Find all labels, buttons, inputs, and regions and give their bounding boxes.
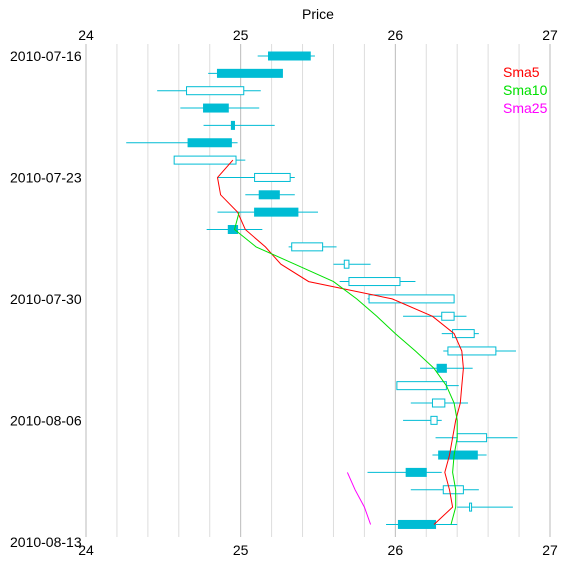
candle bbox=[396, 381, 459, 391]
candle bbox=[208, 68, 283, 78]
candle bbox=[435, 433, 518, 443]
candle-body bbox=[268, 51, 311, 61]
y-tick-label: 2010-08-13 bbox=[10, 534, 82, 550]
legend-entry-sma25: Sma25 bbox=[503, 100, 548, 116]
x-tick-labels-bottom: 24 25 26 27 bbox=[78, 542, 558, 558]
candle bbox=[173, 155, 246, 165]
candle bbox=[333, 259, 371, 269]
x-tick-label: 24 bbox=[78, 542, 94, 558]
candle-body bbox=[441, 311, 455, 321]
candle-body bbox=[368, 294, 455, 304]
moving-average-lines bbox=[216, 159, 464, 525]
candle-body bbox=[291, 242, 324, 252]
x-tick-label: 26 bbox=[388, 27, 404, 43]
candle-body bbox=[227, 225, 239, 234]
x-tick-label: 25 bbox=[233, 542, 249, 558]
candle bbox=[245, 190, 295, 200]
candle bbox=[410, 398, 469, 408]
candle bbox=[217, 172, 295, 182]
candle bbox=[403, 311, 467, 321]
candle-body bbox=[173, 155, 237, 165]
candle-body bbox=[254, 172, 291, 182]
candle-body bbox=[447, 346, 497, 356]
series-line-sma5 bbox=[216, 159, 464, 525]
legend: Sma5 Sma10 Sma25 bbox=[503, 64, 548, 116]
candle-body bbox=[442, 485, 464, 495]
x-tick-labels-top: 24 25 26 27 bbox=[78, 27, 558, 43]
candle-body bbox=[203, 103, 229, 113]
candle bbox=[443, 346, 516, 356]
y-tick-label: 2010-07-16 bbox=[10, 48, 82, 64]
candle-body bbox=[396, 381, 447, 391]
candle-body bbox=[254, 207, 299, 217]
series-line-sma10 bbox=[233, 212, 458, 525]
candle-body bbox=[405, 467, 427, 477]
x-tick-label: 26 bbox=[388, 542, 404, 558]
y-tick-label: 2010-07-23 bbox=[10, 169, 82, 185]
candle bbox=[339, 277, 416, 287]
legend-entry-sma5: Sma5 bbox=[503, 64, 540, 80]
candle-body bbox=[436, 363, 447, 373]
y-tick-label: 2010-07-30 bbox=[10, 291, 82, 307]
candle bbox=[367, 467, 442, 477]
candle-body bbox=[348, 277, 401, 287]
y-tick-label: 2010-08-06 bbox=[10, 412, 82, 428]
candle-body bbox=[230, 120, 235, 130]
candle bbox=[257, 51, 315, 61]
x-tick-label: 27 bbox=[542, 27, 558, 43]
candle bbox=[432, 450, 487, 460]
candle bbox=[217, 207, 318, 217]
candle bbox=[420, 363, 473, 373]
x-tick-label: 27 bbox=[542, 542, 558, 558]
grid-lines bbox=[85, 44, 551, 537]
candle bbox=[386, 519, 458, 529]
candle-body bbox=[186, 86, 245, 96]
candle bbox=[410, 485, 479, 495]
candle bbox=[441, 329, 479, 339]
chart-title: Price bbox=[302, 6, 334, 22]
candle-body bbox=[430, 415, 438, 425]
x-tick-label: 25 bbox=[233, 27, 249, 43]
candle-body bbox=[469, 502, 473, 512]
candle-body bbox=[456, 433, 488, 443]
candle-body bbox=[216, 68, 283, 78]
candle bbox=[180, 103, 260, 113]
candle-body bbox=[397, 519, 437, 529]
candle bbox=[203, 120, 275, 130]
candle-body bbox=[343, 259, 350, 269]
candle-body bbox=[431, 398, 446, 408]
candle-body bbox=[438, 450, 478, 460]
legend-entry-sma10: Sma10 bbox=[503, 82, 548, 98]
series-line-sma25 bbox=[346, 472, 372, 525]
candles bbox=[126, 51, 518, 529]
x-tick-label: 24 bbox=[78, 27, 94, 43]
candle bbox=[288, 242, 337, 252]
candle bbox=[367, 294, 455, 304]
candle-body bbox=[187, 138, 232, 148]
candle-body bbox=[258, 190, 280, 200]
candle bbox=[403, 415, 442, 425]
candle bbox=[457, 502, 513, 512]
candle bbox=[157, 86, 261, 96]
y-tick-labels: 2010-07-16 2010-07-23 2010-07-30 2010-08-06… bbox=[10, 48, 82, 550]
candle bbox=[126, 138, 238, 148]
candle-body bbox=[452, 329, 475, 339]
